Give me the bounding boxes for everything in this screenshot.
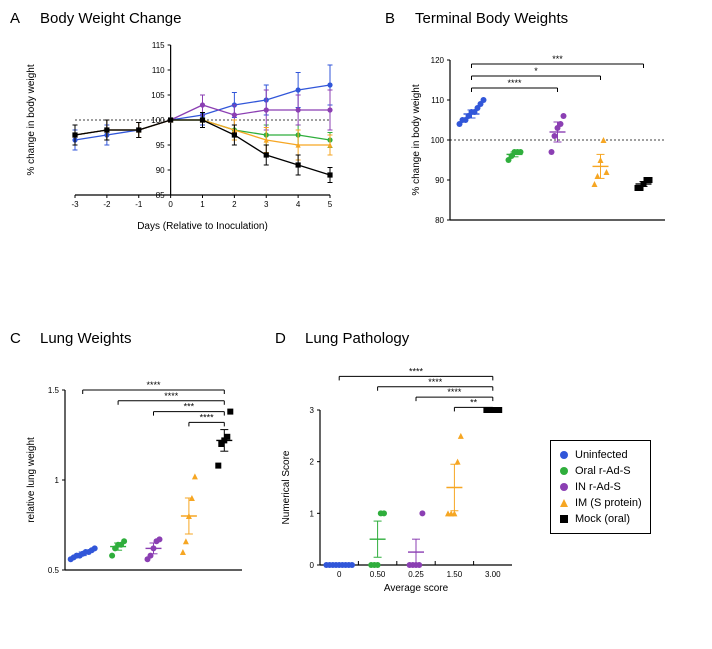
svg-text:115: 115 — [152, 41, 165, 50]
legend-marker-icon — [559, 450, 569, 460]
svg-text:****: **** — [200, 412, 215, 422]
svg-text:0: 0 — [337, 570, 342, 579]
svg-text:90: 90 — [435, 176, 444, 185]
legend-label: Oral r-Ad-S — [575, 465, 631, 477]
svg-text:% change in body weight: % change in body weight — [26, 64, 37, 175]
svg-text:****: **** — [409, 366, 424, 376]
svg-text:90: 90 — [156, 166, 165, 175]
panel-c-title: Lung Weights — [40, 330, 131, 347]
svg-text:-1: -1 — [135, 200, 143, 209]
legend-label: IN r-Ad-S — [575, 481, 621, 493]
svg-text:110: 110 — [431, 96, 444, 105]
svg-text:1.5: 1.5 — [48, 386, 60, 395]
svg-text:**: ** — [470, 397, 478, 407]
legend-marker-icon — [559, 466, 569, 476]
svg-text:****: **** — [447, 387, 462, 397]
svg-text:1.50: 1.50 — [447, 570, 463, 579]
chart-lung-weights: 0.511.5relative lung weight*************… — [20, 355, 250, 585]
svg-text:1: 1 — [310, 509, 315, 518]
legend-item: IN r-Ad-S — [559, 479, 642, 495]
panel-d-title: Lung Pathology — [305, 330, 409, 347]
chart-lung-pathology: 0 1 2 3 Numerical Score 0 0.50 0.25 1.50 3.00 Aver… — [275, 355, 520, 600]
svg-text:100: 100 — [431, 136, 445, 145]
svg-text:3: 3 — [310, 406, 315, 415]
svg-text:****: **** — [164, 391, 179, 401]
svg-text:1: 1 — [55, 476, 60, 485]
legend-label: Uninfected — [575, 449, 628, 461]
svg-text:1: 1 — [200, 200, 205, 209]
legend-item: Oral r-Ad-S — [559, 463, 642, 479]
svg-text:-3: -3 — [71, 200, 79, 209]
svg-text:110: 110 — [152, 66, 165, 75]
svg-text:95: 95 — [156, 141, 165, 150]
svg-text:2: 2 — [310, 458, 315, 467]
legend: Uninfected Oral r-Ad-S IN r-Ad-S IM (S prot… — [550, 440, 651, 534]
svg-text:***: *** — [552, 54, 563, 64]
svg-text:relative lung weight: relative lung weight — [26, 437, 37, 523]
legend-label: Mock (oral) — [575, 513, 630, 525]
svg-text:***: *** — [184, 402, 195, 412]
svg-text:5: 5 — [328, 200, 333, 209]
legend-marker-icon — [559, 514, 569, 524]
svg-text:3: 3 — [264, 200, 269, 209]
svg-text:4: 4 — [296, 200, 301, 209]
svg-text:Days (Relative to Inoculation): Days (Relative to Inoculation) — [137, 221, 268, 232]
svg-text:0: 0 — [310, 561, 315, 570]
svg-text:85: 85 — [156, 191, 165, 200]
svg-text:Numerical Score: Numerical Score — [281, 450, 292, 524]
panel-b-title: Terminal Body Weights — [415, 10, 568, 27]
svg-text:0.5: 0.5 — [48, 566, 60, 575]
legend-item: Mock (oral) — [559, 511, 642, 527]
chart-terminal-body-weights: 8090100110120% change in body weight****… — [405, 30, 675, 235]
svg-text:****: **** — [507, 78, 522, 88]
svg-text:2: 2 — [232, 200, 237, 209]
legend-item: IM (S protein) — [559, 495, 642, 511]
svg-text:3.00: 3.00 — [485, 570, 501, 579]
svg-text:120: 120 — [431, 56, 445, 65]
panel-c-label: C — [10, 330, 21, 347]
panel-a-label: A — [10, 10, 20, 27]
svg-text:80: 80 — [435, 216, 444, 225]
legend-marker-icon — [559, 482, 569, 492]
panel-a-title: Body Weight Change — [40, 10, 181, 27]
panel-d-label: D — [275, 330, 286, 347]
svg-text:****: **** — [146, 380, 161, 390]
svg-text:****: **** — [428, 377, 443, 387]
figure: A Body Weight Change 859095100105110115-… — [10, 10, 702, 639]
svg-text:% change in body weight: % change in body weight — [411, 84, 422, 195]
legend-label: IM (S protein) — [575, 497, 642, 509]
svg-text:*: * — [534, 66, 538, 76]
svg-text:Average score: Average score — [384, 583, 449, 594]
legend-item: Uninfected — [559, 447, 642, 463]
svg-text:0.25: 0.25 — [408, 570, 424, 579]
chart-body-weight-change: 859095100105110115-3-2-1012345% change i… — [20, 35, 340, 235]
svg-text:105: 105 — [151, 91, 165, 100]
svg-text:0.50: 0.50 — [370, 570, 386, 579]
panel-b-label: B — [385, 10, 395, 27]
svg-text:0: 0 — [168, 200, 173, 209]
legend-marker-icon — [559, 498, 569, 508]
svg-text:-2: -2 — [103, 200, 111, 209]
